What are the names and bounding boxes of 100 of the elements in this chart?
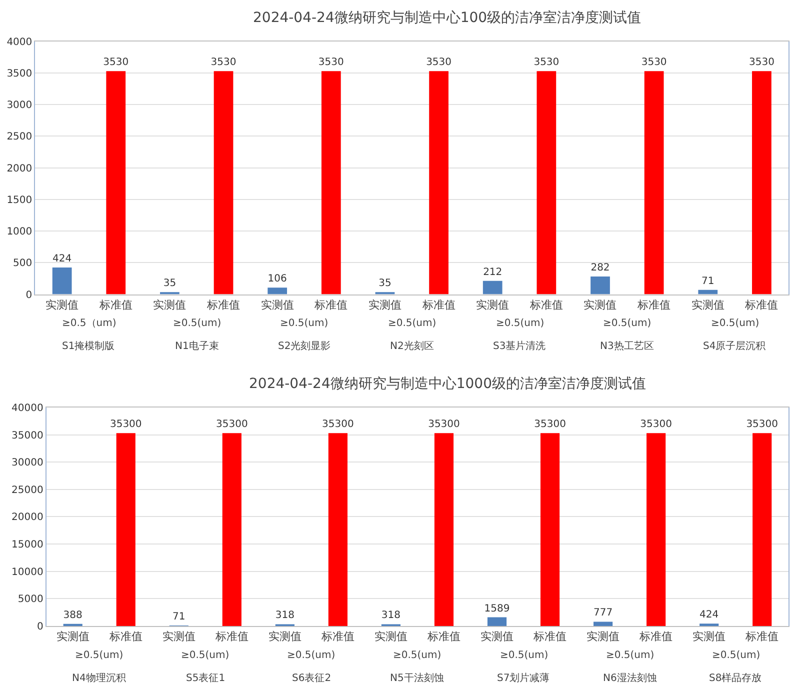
text: S5表征1	[186, 672, 226, 684]
x-tick-label: 标准值	[638, 630, 673, 644]
y-tick-label: 0	[36, 621, 44, 632]
text: ≥0.5(um)	[603, 318, 652, 329]
data-label: 282	[590, 262, 610, 274]
text: ≥0.5(um)	[181, 650, 230, 661]
text: N3热工艺区	[600, 340, 654, 352]
x-tick-label: 实测值	[476, 298, 510, 312]
y-tick-label: 2000	[6, 163, 32, 174]
data-label: 106	[268, 274, 287, 285]
chart-title: 2024-04-24微纳研究与制造中心1000级的洁净室洁净度测试值	[249, 376, 646, 392]
text: N1电子束	[175, 340, 219, 352]
data-label: 3530	[641, 57, 667, 68]
x-tick-label: 实测值	[586, 630, 620, 644]
x-tick-label: 标准值	[98, 298, 132, 312]
data-label: 424	[52, 254, 72, 265]
bar	[698, 290, 718, 294]
text: N6湿法刻蚀	[603, 672, 657, 684]
bar	[594, 622, 613, 626]
y-tick-label: 35000	[12, 430, 44, 442]
text: ≥0.5(um)	[173, 318, 222, 329]
bar	[536, 71, 556, 294]
x-tick-label: 实测值	[374, 630, 408, 644]
text: N5干法刻蚀	[390, 672, 444, 684]
bar	[222, 433, 242, 626]
y-tick-label: 500	[13, 258, 32, 270]
x-tick-label: 实测值	[584, 298, 617, 312]
x-tick-label: 标准值	[744, 630, 779, 644]
text: ≥0.5(um)	[606, 650, 654, 661]
data-label: 71	[172, 611, 186, 622]
data-label: 3530	[103, 57, 129, 68]
data-label: 3530	[534, 57, 560, 68]
bar	[214, 71, 234, 294]
x-tick-label: 标准值	[744, 298, 778, 312]
y-tick-label: 25000	[12, 484, 44, 496]
text: N2光刻区	[390, 340, 434, 352]
text: S2光刻显影	[278, 340, 331, 352]
data-label: 35300	[428, 419, 460, 430]
y-tick-label: 0	[26, 290, 32, 301]
text: S3基片清洗	[493, 340, 546, 352]
y-tick-label: 40000	[12, 402, 44, 414]
bar	[644, 71, 664, 294]
x-tick-label: 实测值	[162, 630, 196, 644]
bar	[429, 71, 448, 294]
text: ≥0.5(um)	[287, 650, 336, 661]
data-label: 35300	[746, 419, 778, 430]
x-tick-label: 实测值	[692, 630, 726, 644]
y-tick-label: 5000	[18, 594, 44, 606]
y-tick-label: 15000	[12, 540, 44, 551]
y-tick-label: 1500	[6, 194, 32, 206]
data-label: 35	[163, 278, 176, 290]
data-label: 424	[700, 610, 719, 621]
bar	[116, 433, 136, 626]
data-label: 35300	[216, 419, 248, 430]
data-label: 318	[381, 610, 401, 622]
x-tick-label: 标准值	[108, 630, 142, 644]
x-tick-label: 实测值	[480, 630, 514, 644]
data-label: 318	[275, 610, 294, 622]
data-label: 35300	[110, 419, 142, 430]
text: ≥0.5（um)	[62, 318, 116, 329]
text: ≥0.5(um)	[280, 318, 328, 329]
bar	[752, 433, 772, 626]
x-tick-label: 实测值	[56, 630, 90, 644]
y-tick-label: 10000	[12, 566, 44, 578]
x-tick-label: 标准值	[636, 298, 671, 312]
text: ≥0.5(um)	[500, 650, 548, 661]
x-tick-label: 标准值	[314, 298, 348, 312]
text: ≥0.5(um)	[712, 650, 760, 661]
data-label: 3530	[210, 57, 236, 68]
chart-title: 2024-04-24微纳研究与制造中心100级的洁净室洁净度测试值	[253, 10, 642, 26]
data-label: 3530	[318, 57, 344, 68]
y-tick-label: 2500	[6, 132, 32, 143]
x-tick-label: 实测值	[153, 298, 186, 312]
bar	[328, 433, 348, 626]
data-label: 35300	[322, 419, 354, 430]
bar	[752, 71, 772, 294]
text: ≥0.5(um)	[711, 318, 760, 329]
x-tick-label: 标准值	[206, 298, 240, 312]
bar	[482, 280, 502, 294]
data-label: 35	[378, 278, 392, 290]
y-tick-label: 4000	[6, 36, 32, 48]
text: ≥0.5(um)	[496, 318, 544, 329]
data-label: 212	[483, 266, 502, 278]
x-tick-label: 标准值	[528, 298, 563, 312]
bar	[434, 433, 454, 626]
data-label: 71	[702, 276, 714, 287]
x-tick-label: 标准值	[214, 630, 248, 644]
x-tick-label: 实测值	[691, 298, 724, 312]
data-label: 777	[594, 608, 613, 619]
data-label: 1589	[484, 603, 510, 614]
x-tick-label: 实测值	[268, 630, 302, 644]
data-label: 388	[63, 610, 82, 621]
x-tick-label: 标准值	[532, 630, 567, 644]
y-tick-label: 1000	[6, 226, 32, 238]
x-tick-label: 实测值	[368, 298, 402, 312]
bar	[268, 288, 288, 294]
text: S6表征2	[292, 672, 332, 684]
x-tick-label: 实测值	[46, 298, 79, 312]
y-tick-label: 3500	[6, 68, 32, 80]
text: S8样品存放	[709, 672, 762, 684]
